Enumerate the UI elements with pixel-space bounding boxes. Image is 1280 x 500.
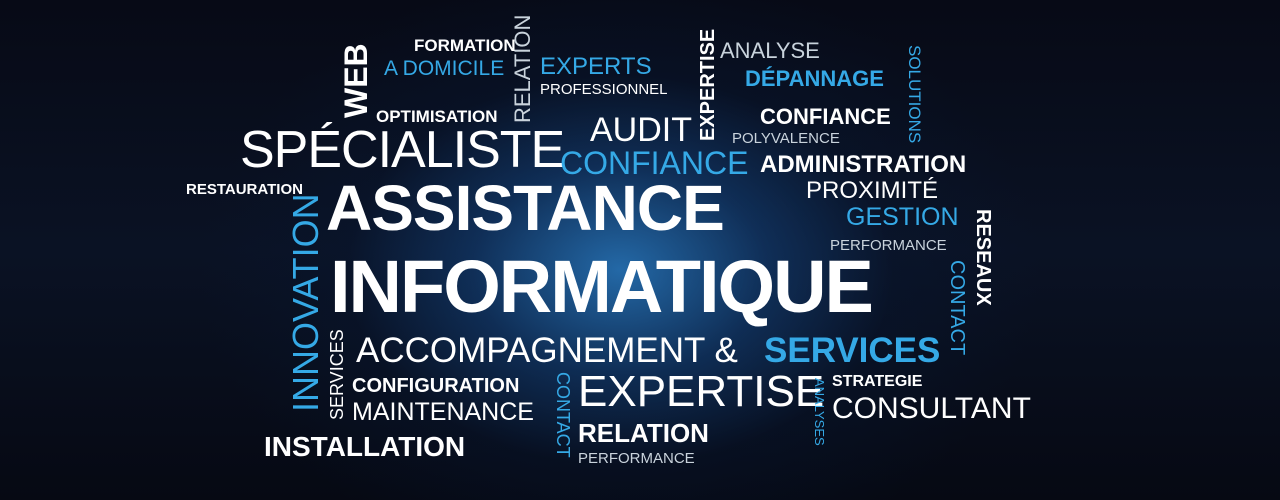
word-services: SERVICES	[764, 331, 941, 370]
word-strategie: STRATEGIE	[832, 373, 923, 390]
word-solutions: SOLUTIONS	[905, 45, 924, 144]
word-performance-right: PERFORMANCE	[830, 237, 947, 254]
word-performance-bottom: PERFORMANCE	[578, 450, 695, 467]
word-confiance-blue: CONFIANCE	[560, 145, 749, 181]
word-restauration: RESTAURATION	[186, 181, 303, 198]
word-assistance: ASSISTANCE	[326, 172, 725, 244]
word-specialiste: SPÉCIALISTE	[240, 121, 565, 179]
word-relation-vertical: RELATION	[510, 14, 535, 123]
word-a-domicile: A DOMICILE	[384, 57, 505, 80]
word-innovation: INNOVATION	[285, 193, 326, 412]
word-informatique: INFORMATIQUE	[330, 245, 874, 328]
word-services-vertical: SERVICES	[327, 329, 347, 420]
word-expertise-vertical: EXPERTISE	[697, 28, 719, 141]
word-confiance-white: CONFIANCE	[760, 104, 891, 129]
word-polyvalence: POLYVALENCE	[732, 130, 840, 147]
word-professionnel: PROFESSIONNEL	[540, 81, 668, 98]
word-analyses: ANALYSES	[812, 378, 827, 446]
word-installation: INSTALLATION	[264, 431, 466, 462]
word-maintenance: MAINTENANCE	[352, 398, 534, 426]
word-administration: ADMINISTRATION	[760, 151, 967, 178]
word-gestion: GESTION	[846, 203, 959, 231]
word-reseaux: RESEAUX	[972, 209, 994, 306]
word-depannage: DÉPANNAGE	[745, 66, 884, 91]
word-contact-vertical: CONTACT	[553, 372, 573, 458]
word-expertise: EXPERTISE	[578, 367, 825, 416]
word-accompagnement: ACCOMPAGNEMENT &	[356, 331, 738, 370]
word-analyse: ANALYSE	[720, 38, 820, 63]
word-optimisation: OPTIMISATION	[376, 107, 498, 126]
word-proximite: PROXIMITÉ	[806, 177, 939, 204]
word-relation: RELATION	[578, 418, 709, 448]
word-experts: EXPERTS	[540, 53, 652, 80]
word-configuration: CONFIGURATION	[352, 375, 520, 397]
word-web: WEB	[338, 43, 374, 118]
word-formation: FORMATION	[414, 36, 516, 55]
word-consultant: CONSULTANT	[832, 392, 1031, 425]
word-contact-right: CONTACT	[946, 260, 968, 356]
word-audit: AUDIT	[590, 111, 692, 149]
